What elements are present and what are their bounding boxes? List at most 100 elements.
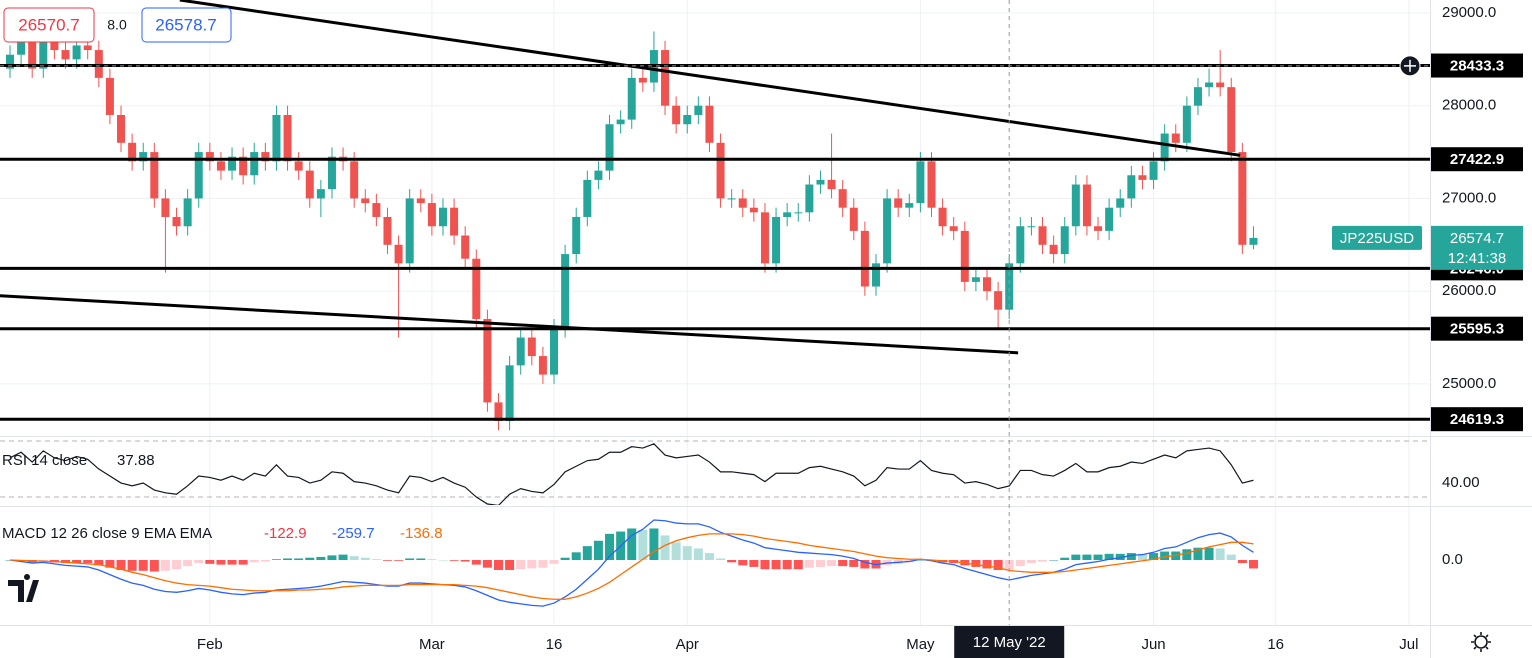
candle-body bbox=[250, 152, 259, 176]
macd-histogram-bar bbox=[238, 560, 248, 565]
macd-histogram-bar bbox=[1149, 553, 1159, 560]
candle-body bbox=[283, 114, 292, 162]
ask-box[interactable] bbox=[141, 7, 232, 43]
macd-histogram-bar bbox=[993, 560, 1003, 570]
macd-histogram-bar bbox=[582, 546, 592, 560]
candle-body bbox=[5, 54, 14, 69]
rsi-pane bbox=[0, 440, 1430, 505]
candle-body bbox=[383, 216, 392, 245]
candle-body bbox=[1094, 226, 1103, 231]
candle-body bbox=[161, 198, 170, 217]
x-tick-label: Feb bbox=[197, 636, 223, 653]
candle-body bbox=[583, 179, 592, 217]
macd-histogram-bar bbox=[138, 560, 148, 571]
candle-body bbox=[760, 212, 769, 264]
candle-body bbox=[1227, 87, 1236, 153]
candle-body bbox=[638, 77, 647, 83]
candle-body bbox=[405, 198, 414, 264]
candle-body bbox=[472, 258, 481, 319]
macd-histogram-bar bbox=[1026, 560, 1036, 564]
candle-body bbox=[672, 105, 681, 125]
macd-histogram-bar bbox=[815, 560, 825, 567]
macd-histogram-bar bbox=[771, 560, 781, 570]
macd-histogram-bar bbox=[915, 560, 925, 561]
candle-body bbox=[1216, 82, 1225, 88]
logo[interactable] bbox=[4, 572, 44, 608]
macd-histogram-bar bbox=[605, 533, 615, 560]
level-label-box bbox=[1431, 53, 1523, 78]
candle-body bbox=[561, 254, 570, 329]
candle-body bbox=[983, 277, 992, 292]
symbol-label: JP225USD bbox=[1340, 230, 1414, 247]
macd-histogram-bar bbox=[271, 559, 281, 560]
macd-histogram-bar bbox=[505, 560, 515, 570]
macd-histogram-bar bbox=[727, 560, 737, 563]
macd-histogram-bar bbox=[127, 560, 137, 571]
settings-icon[interactable] bbox=[1471, 632, 1491, 652]
rsi-value: 37.88 bbox=[117, 452, 155, 469]
macd-histogram-bar bbox=[549, 560, 559, 564]
candle-body bbox=[960, 230, 969, 282]
candle-body bbox=[994, 291, 1003, 310]
candle-body bbox=[894, 198, 903, 208]
macd-histogram-bar bbox=[394, 560, 404, 561]
candle-body bbox=[28, 40, 37, 69]
trend-line bbox=[0, 294, 1019, 355]
candle-body bbox=[816, 179, 825, 185]
macd-histogram-bar bbox=[782, 560, 792, 570]
candle-body bbox=[661, 50, 670, 106]
candle-body bbox=[516, 337, 525, 366]
y-tick-label: 28000.0 bbox=[1442, 97, 1496, 114]
candle-body bbox=[1171, 133, 1180, 143]
candle-body bbox=[483, 318, 492, 403]
candle-body bbox=[694, 105, 703, 115]
candle-body bbox=[594, 170, 603, 180]
macd-histogram-bar bbox=[305, 557, 315, 560]
candle-body bbox=[871, 263, 880, 287]
macd-histogram-bar bbox=[838, 560, 848, 567]
candle-body bbox=[327, 156, 336, 190]
candle-body bbox=[705, 105, 714, 143]
macd-histogram-bar bbox=[560, 557, 570, 560]
macd-histogram-bar bbox=[172, 560, 182, 570]
candle-body bbox=[1149, 161, 1158, 180]
grid bbox=[0, 0, 1430, 625]
candle-body bbox=[72, 45, 81, 60]
y-tick-label: 27000.0 bbox=[1442, 189, 1496, 206]
candle-body bbox=[938, 207, 947, 227]
bid-box[interactable] bbox=[3, 7, 95, 43]
macd-histogram-bar bbox=[382, 560, 392, 561]
macd-histogram-bar bbox=[593, 540, 603, 560]
macd-histogram-bar bbox=[294, 558, 304, 560]
candle-body bbox=[205, 152, 214, 162]
macd-histogram-bar bbox=[1137, 553, 1147, 560]
candle-body bbox=[350, 161, 359, 199]
plus-icon bbox=[1404, 59, 1416, 72]
candle-body bbox=[1071, 184, 1080, 227]
countdown: 12:41:38 bbox=[1448, 250, 1506, 267]
candle-body bbox=[216, 161, 225, 171]
candle-body bbox=[805, 184, 814, 213]
candle-body bbox=[905, 203, 914, 208]
level-label: 25595.3 bbox=[1450, 321, 1504, 338]
macd-histogram-bar bbox=[1115, 553, 1125, 560]
macd-histogram-bar bbox=[349, 556, 359, 560]
macd-histogram-bar bbox=[804, 560, 814, 568]
candle-body bbox=[105, 77, 114, 115]
macd-histogram-bar bbox=[205, 560, 215, 564]
macd-histogram-bar bbox=[260, 560, 270, 562]
macd-histogram-bar bbox=[1082, 554, 1092, 560]
candle-body bbox=[794, 212, 803, 214]
candle-body bbox=[1016, 226, 1025, 264]
candle-body bbox=[538, 356, 547, 375]
macd-histogram-bar bbox=[149, 560, 159, 572]
candle-body bbox=[616, 119, 625, 125]
macd-histogram-bar bbox=[971, 560, 981, 567]
macd-histogram-bar bbox=[160, 560, 170, 571]
candle-body bbox=[305, 170, 314, 199]
candle-body bbox=[1060, 226, 1069, 255]
y-tick-label: 26000.0 bbox=[1442, 282, 1496, 299]
macd-histogram-bar bbox=[327, 555, 337, 560]
macd-histogram-bar bbox=[693, 548, 703, 560]
